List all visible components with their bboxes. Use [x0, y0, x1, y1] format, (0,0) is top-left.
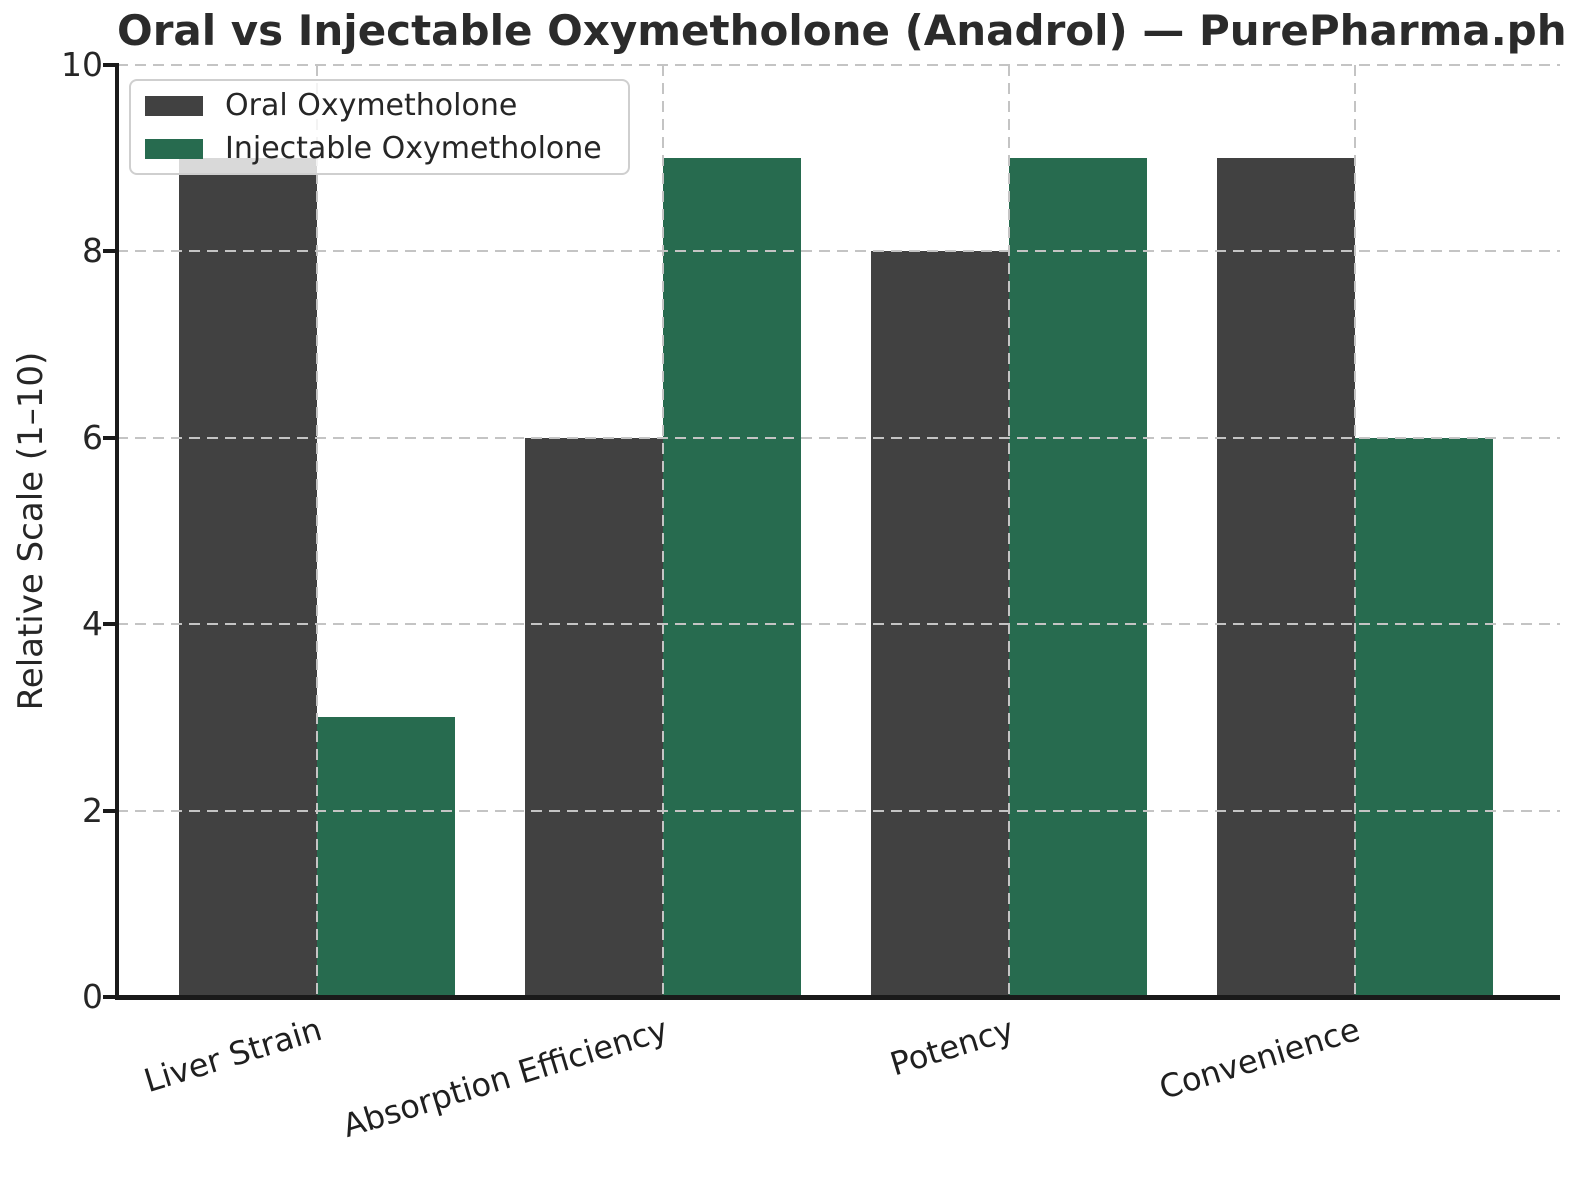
gridline-h-10	[117, 64, 1560, 66]
y-tick-label-0: 0	[82, 977, 103, 1016]
gridline-h-8	[117, 250, 1560, 253]
legend-swatch-injectable-oxymetholone	[145, 138, 203, 159]
bar-oral-oxymetholone-convenience	[1217, 158, 1355, 997]
legend-item-injectable-oxymetholone: Injectable Oxymetholone	[145, 130, 602, 167]
y-axis-label: Relative Scale (1–10)	[11, 351, 51, 711]
x-axis-spine	[115, 995, 1560, 1000]
y-tick-label-2: 2	[82, 790, 103, 830]
y-tick-mark-4	[103, 622, 117, 627]
legend-item-oral-oxymetholone: Oral Oxymetholone	[145, 87, 602, 124]
legend-swatch-oral-oxymetholone	[145, 95, 203, 116]
gridline-v-absorption-efficiency	[662, 65, 664, 997]
gridline-h-6	[117, 436, 1560, 439]
y-tick-label-10: 10	[61, 45, 103, 84]
y-tick-label-4: 4	[82, 604, 103, 644]
legend-label-injectable-oxymetholone: Injectable Oxymetholone	[225, 131, 602, 166]
gridline-h-2	[117, 809, 1560, 812]
gridline-v-liver-strain	[316, 65, 318, 997]
bar-oral-oxymetholone-liver-strain	[179, 158, 317, 997]
legend-label-oral-oxymetholone: Oral Oxymetholone	[225, 88, 518, 123]
gridline-h-4	[117, 623, 1560, 626]
bar-injectable-oxymetholone-potency	[1009, 158, 1147, 997]
y-tick-mark-10	[103, 63, 117, 67]
y-tick-mark-0	[103, 995, 117, 999]
plot-area: Oral Oxymetholone Injectable Oxymetholone	[115, 63, 1560, 1000]
bar-injectable-oxymetholone-convenience	[1355, 437, 1493, 997]
bar-injectable-oxymetholone-liver-strain	[317, 717, 455, 997]
chart-title: Oral vs Injectable Oxymetholone (Anadrol…	[117, 6, 1567, 55]
bar-injectable-oxymetholone-absorption-efficiency	[663, 158, 801, 997]
y-tick-label-6: 6	[82, 417, 103, 457]
gridline-v-convenience	[1354, 65, 1356, 997]
y-tick-label-8: 8	[82, 231, 103, 271]
bar-oral-oxymetholone-absorption-efficiency	[525, 437, 663, 997]
legend: Oral Oxymetholone Injectable Oxymetholone	[129, 79, 630, 175]
y-tick-mark-6	[103, 435, 117, 440]
y-axis-spine	[115, 63, 119, 999]
y-tick-mark-2	[103, 808, 117, 813]
gridline-v-potency	[1008, 65, 1010, 997]
y-tick-mark-8	[103, 249, 117, 254]
